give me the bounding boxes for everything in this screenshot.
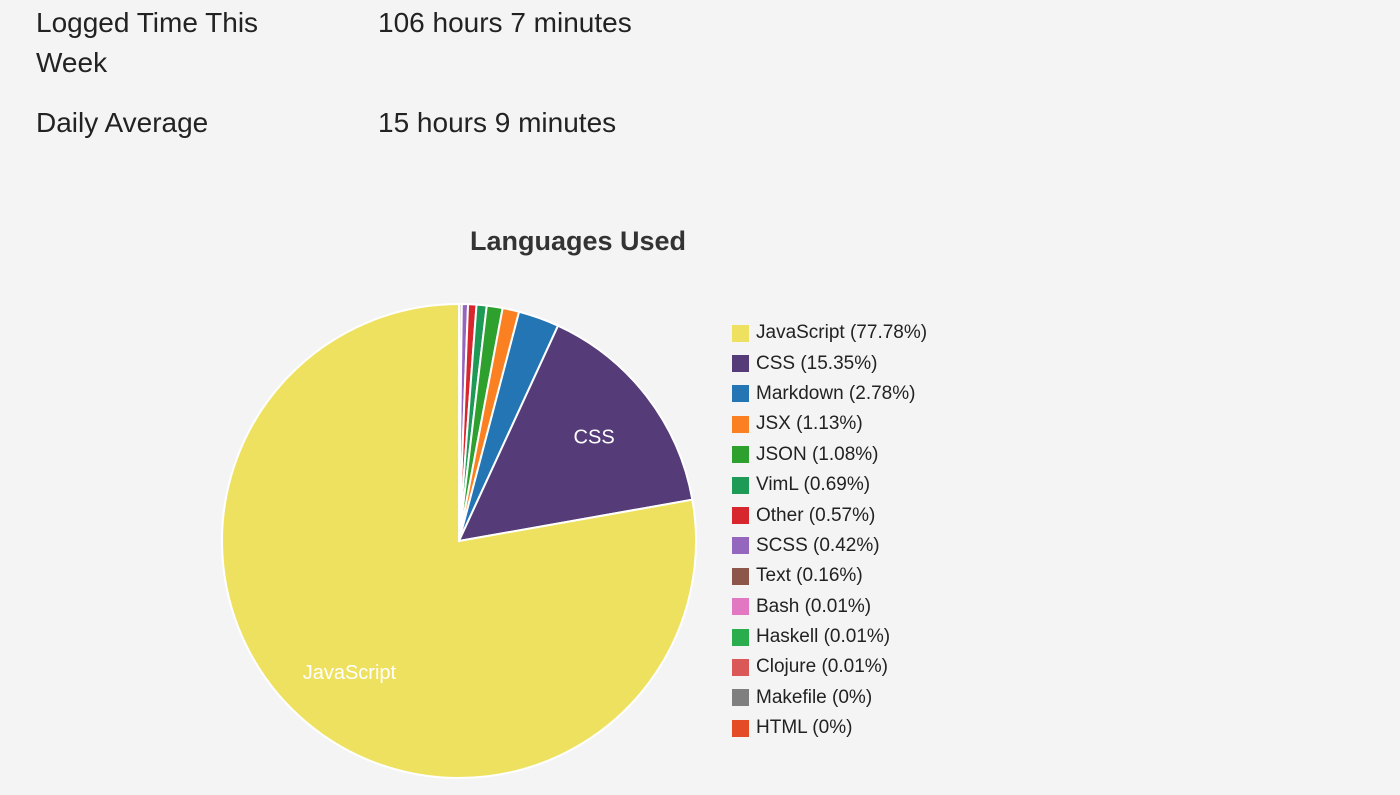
legend-label: Haskell (0.01%) — [756, 626, 891, 648]
legend-swatch — [732, 658, 749, 676]
legend-item-viml: VimL (0.69%) — [732, 470, 927, 500]
legend-swatch — [732, 628, 749, 646]
slice-label-css: CSS — [574, 427, 615, 449]
legend-label: VimL (0.69%) — [756, 474, 871, 496]
logged-time-row: Logged Time This Week 106 hours 7 minute… — [36, 0, 736, 100]
legend-item-json: JSON (1.08%) — [732, 440, 927, 470]
legend-label: Text (0.16%) — [756, 565, 863, 587]
legend-swatch — [732, 446, 749, 464]
legend-label: Clojure (0.01%) — [756, 656, 888, 678]
legend-swatch — [732, 476, 749, 494]
daily-average-value: 15 hours 9 minutes — [378, 107, 617, 138]
legend-swatch — [732, 355, 749, 373]
legend-item-html: HTML (0%) — [732, 713, 927, 743]
legend-label: SCSS (0.42%) — [756, 534, 880, 556]
legend-swatch — [732, 689, 749, 707]
logged-time-value: 106 hours 7 minutes — [378, 7, 632, 38]
daily-average-label: Daily Average — [36, 107, 209, 138]
legend-swatch — [732, 537, 749, 555]
legend-swatch — [732, 567, 749, 585]
legend-label: Bash (0.01%) — [756, 595, 872, 617]
legend-item-bash: Bash (0.01%) — [732, 592, 927, 622]
daily-average-row: Daily Average 15 hours 9 minutes — [36, 100, 736, 160]
legend-label: Markdown (2.78%) — [756, 382, 916, 404]
legend-item-jsx: JSX (1.13%) — [732, 409, 927, 439]
stats-panel: Logged Time This Week 106 hours 7 minute… — [36, 0, 736, 160]
legend-label: Other (0.57%) — [756, 504, 876, 526]
legend-item-javascript: JavaScript (77.78%) — [732, 318, 927, 348]
legend-item-other: Other (0.57%) — [732, 500, 927, 530]
legend-item-markdown: Markdown (2.78%) — [732, 379, 927, 409]
legend-swatch — [732, 598, 749, 616]
legend-swatch — [732, 507, 749, 525]
legend-label: JSX (1.13%) — [756, 413, 863, 435]
legend-swatch — [732, 719, 749, 737]
chart-legend: JavaScript (77.78%) CSS (15.35%) Markdown … — [732, 318, 927, 743]
legend-item-scss: SCSS (0.42%) — [732, 531, 927, 561]
legend-label: JavaScript (77.78%) — [756, 322, 928, 344]
legend-swatch — [732, 415, 749, 433]
legend-label: Makefile (0%) — [756, 686, 873, 708]
legend-swatch — [732, 385, 749, 403]
slice-label-javascript: JavaScript — [303, 662, 397, 684]
pie-slice-css — [457, 324, 694, 543]
legend-item-haskell: Haskell (0.01%) — [732, 622, 927, 652]
legend-item-css: CSS (15.35%) — [732, 348, 927, 378]
legend-label: JSON (1.08%) — [756, 443, 879, 465]
logged-time-label: Logged Time This Week — [36, 7, 259, 78]
legend-label: CSS (15.35%) — [756, 352, 878, 374]
chart-title: Languages Used — [469, 226, 687, 256]
legend-item-clojure: Clojure (0.01%) — [732, 652, 927, 682]
legend-label: HTML (0%) — [756, 717, 853, 739]
legend-swatch — [732, 324, 749, 342]
legend-item-makefile: Makefile (0%) — [732, 683, 927, 713]
pie-slice-javascript — [221, 302, 697, 779]
legend-item-text: Text (0.16%) — [732, 561, 927, 591]
